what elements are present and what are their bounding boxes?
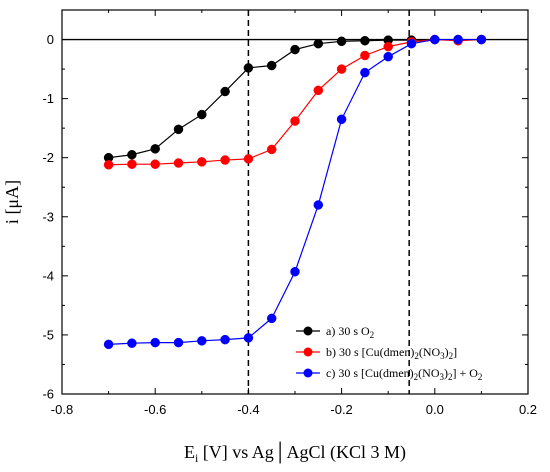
data-point (336, 64, 347, 74)
legend-label: a) 30 s O2 (326, 324, 374, 340)
plot-area (62, 10, 528, 394)
data-point (383, 51, 393, 62)
data-point (266, 313, 277, 324)
y-tick-label: -1 (42, 91, 54, 106)
x-tick-label: -0.2 (330, 402, 352, 417)
data-point (266, 144, 277, 155)
data-point (127, 149, 137, 160)
legend-marker (303, 368, 313, 378)
legend-entry-1: a) 30 s O2 (296, 324, 374, 340)
y-tick-label: 0 (47, 32, 54, 47)
legend: a) 30 s O2 b) 30 s [Cu(dmen)2(NO3)2] c) 30… (296, 324, 482, 382)
data-point (173, 158, 184, 168)
x-tick-label: -0.8 (51, 402, 73, 417)
data-point (290, 116, 300, 126)
y-tick-label: -2 (42, 150, 54, 165)
y-tick-label: -3 (42, 209, 54, 224)
data-point (336, 114, 347, 125)
legend-label: b) 30 s [Cu(dmen)2(NO3)2] (326, 345, 457, 361)
series-3 (103, 34, 487, 350)
data-point (173, 124, 184, 135)
data-point (150, 159, 160, 169)
data-point (360, 67, 370, 78)
data-point (290, 266, 300, 277)
x-tick-label: 0.2 (519, 402, 537, 417)
data-point (103, 339, 114, 350)
data-point (336, 36, 347, 47)
data-point (430, 34, 440, 45)
data-point (197, 336, 207, 346)
x-tick-label: -0.4 (237, 402, 259, 417)
data-point (243, 154, 254, 164)
data-point (243, 63, 254, 73)
data-point (243, 333, 254, 343)
y-axis-title: i [μA] (2, 180, 22, 224)
y-tick-label: -5 (42, 327, 54, 342)
data-point (266, 60, 277, 71)
legend-entry-3: c) 30 s [Cu(dmen)2(NO3)2] + O2 (296, 366, 482, 382)
data-point (197, 109, 207, 120)
data-point (220, 334, 230, 345)
data-point (127, 159, 137, 169)
data-point (220, 155, 230, 165)
data-point (197, 157, 207, 167)
legend-entry-2: b) 30 s [Cu(dmen)2(NO3)2] (296, 345, 457, 361)
data-point (103, 160, 114, 170)
data-point (476, 34, 487, 45)
axes: -0.8 -0.6 -0.4 -0.2 0.0 0.2 0 -1 -2 -3 -4 -5 -6 (42, 9, 537, 417)
data-point (453, 34, 463, 45)
legend-marker (303, 326, 313, 336)
data-point (150, 337, 160, 348)
data-point (360, 35, 370, 46)
data-point (313, 200, 324, 210)
data-point (313, 38, 324, 49)
data-point (290, 44, 300, 55)
legend-marker (303, 347, 313, 357)
y-tick-label: -4 (42, 268, 54, 283)
data-point (173, 337, 184, 348)
x-axis-title: Ei [V] vs Ag│AgCl (KCl 3 M) (184, 441, 406, 465)
data-point (360, 50, 370, 61)
data-point (150, 144, 160, 154)
x-tick-label: -0.6 (144, 402, 166, 417)
data-point (313, 85, 324, 96)
x-tick-label: 0.0 (426, 402, 444, 417)
y-tick-label: -6 (42, 387, 54, 402)
data-point (127, 338, 137, 348)
data-point (383, 41, 393, 52)
legend-label: c) 30 s [Cu(dmen)2(NO3)2] + O2 (326, 366, 482, 382)
data-point (406, 38, 417, 49)
data-point (220, 86, 230, 97)
